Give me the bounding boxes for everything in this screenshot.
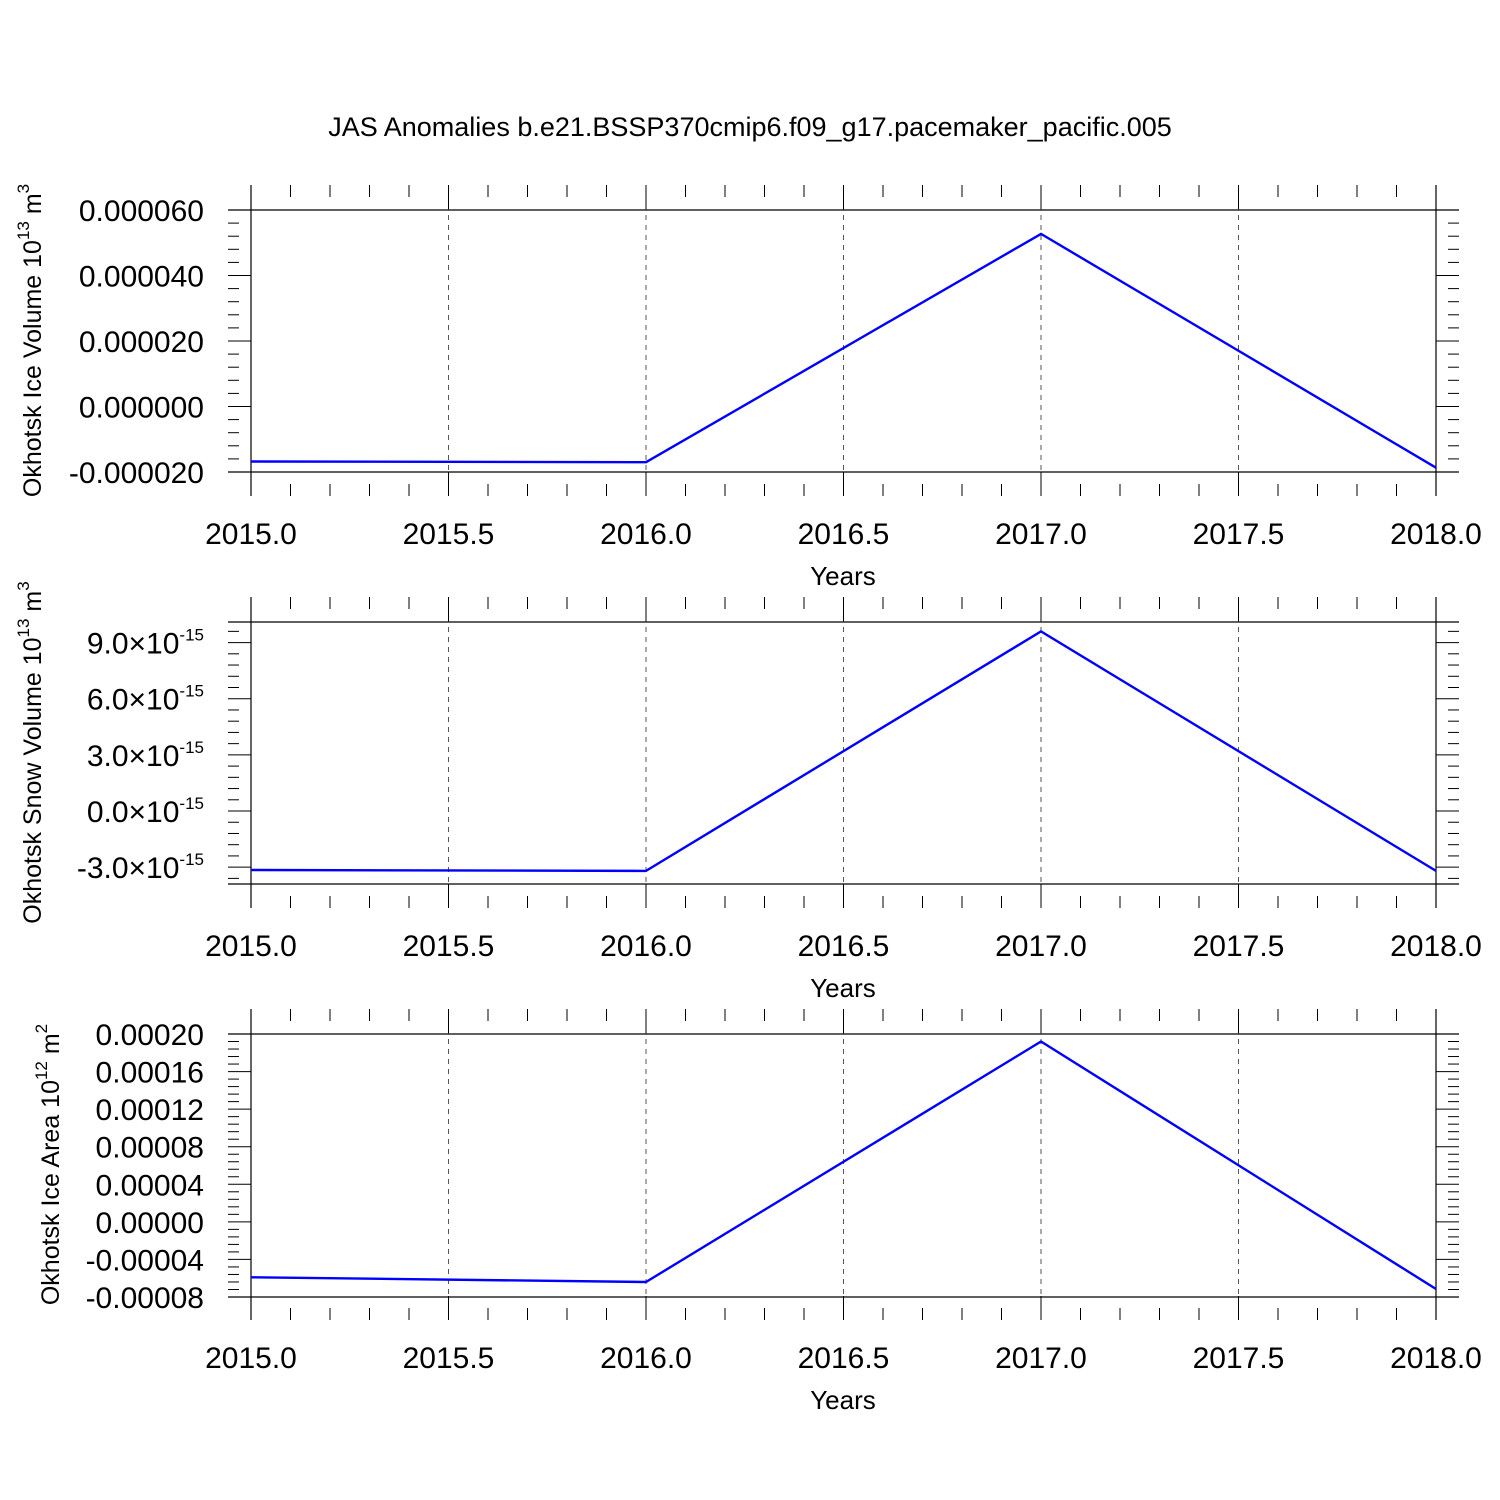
- x-tick-label: 2018.0: [1390, 1342, 1482, 1375]
- chart-panel-2: 9.0×10-15 6.0×10-15 3.0×10-15 0.0×10-15 -3.0…: [14, 581, 1482, 1003]
- x-tick-label: 2017.0: [995, 1342, 1087, 1375]
- x-tick-label: 2016.0: [600, 930, 692, 963]
- y-tick-label: 0.00012: [96, 1094, 204, 1127]
- y-tick-label: 6.0×10-15: [87, 682, 204, 717]
- x-tick-label: 2018.0: [1390, 930, 1482, 963]
- y-axis-label: Okhotsk Ice Volume 1013 m3: [14, 184, 47, 497]
- figure-title: JAS Anomalies b.e21.BSSP370cmip6.f09_g17…: [328, 112, 1172, 142]
- x-tick-label: 2015.5: [403, 930, 495, 963]
- y-tick-label: 0.000060: [79, 195, 204, 228]
- x-tick-label: 2015.0: [205, 1342, 297, 1375]
- series-line: [250, 232, 1437, 469]
- x-axis-label: Years: [810, 1385, 876, 1415]
- y-axis-label: Okhotsk Snow Volume 1013 m3: [14, 581, 47, 923]
- x-tick-label: 2016.0: [600, 1342, 692, 1375]
- y-axis-label: Okhotsk Ice Area 1012 m2: [32, 1024, 65, 1305]
- x-tick-label: 2017.5: [1193, 518, 1285, 551]
- y-tick-label: 0.000020: [79, 326, 204, 359]
- series-line: [250, 1040, 1437, 1291]
- series-line: [250, 630, 1437, 873]
- y-tick-label: -0.00004: [86, 1244, 204, 1277]
- chart-panel-3: 0.00020 0.00016 0.00012 0.00008 0.00004 0.000…: [32, 1009, 1482, 1415]
- x-tick-label: 2015.5: [403, 1342, 495, 1375]
- x-tick-label: 2016.0: [600, 518, 692, 551]
- x-axis-label: Years: [810, 561, 876, 591]
- x-tick-label: 2016.5: [798, 518, 890, 551]
- y-tick-label: 9.0×10-15: [87, 626, 204, 661]
- y-tick-label: -3.0×10-15: [77, 850, 204, 885]
- y-tick-label: -0.000020: [69, 457, 204, 490]
- panels: 0.000060 0.000040 0.000020 0.000000 -0.00002…: [14, 184, 1482, 1415]
- x-tick-label: 2017.5: [1193, 1342, 1285, 1375]
- x-tick-label: 2017.5: [1193, 930, 1285, 963]
- x-tick-label: 2016.5: [798, 930, 890, 963]
- y-tick-label: 0.00008: [96, 1132, 204, 1165]
- y-tick-label: 0.000040: [79, 261, 204, 294]
- x-tick-label: 2015.0: [205, 518, 297, 551]
- y-tick-label: 0.00000: [96, 1207, 204, 1240]
- y-tick-label: 3.0×10-15: [87, 738, 204, 773]
- x-tick-label: 2017.0: [995, 930, 1087, 963]
- y-tick-label: 0.00004: [96, 1169, 204, 1202]
- x-tick-label: 2018.0: [1390, 518, 1482, 551]
- x-tick-label: 2015.5: [403, 518, 495, 551]
- x-axis-label: Years: [810, 973, 876, 1003]
- y-tick-label: 0.0×10-15: [87, 794, 204, 829]
- y-tick-label: 0.000000: [79, 392, 204, 425]
- chart-panel-1: 0.000060 0.000040 0.000020 0.000000 -0.00002…: [14, 184, 1482, 591]
- x-tick-label: 2017.0: [995, 518, 1087, 551]
- y-tick-label: -0.00008: [86, 1282, 204, 1315]
- y-tick-label: 0.00020: [96, 1019, 204, 1052]
- x-tick-label: 2016.5: [798, 1342, 890, 1375]
- y-tick-label: 0.00016: [96, 1057, 204, 1090]
- x-tick-label: 2015.0: [205, 930, 297, 963]
